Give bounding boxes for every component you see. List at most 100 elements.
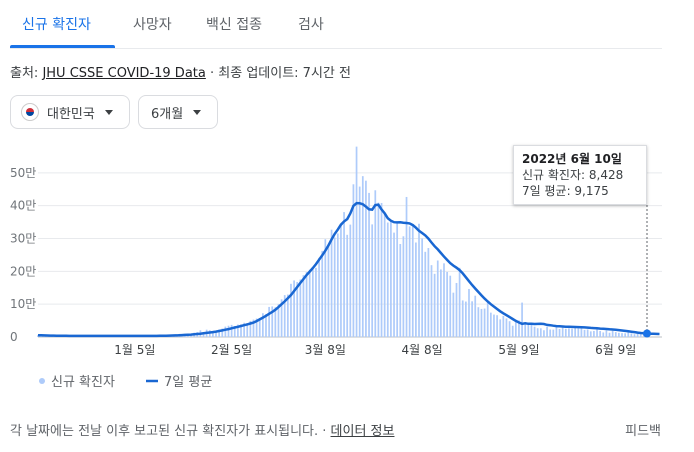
case-bar bbox=[405, 196, 408, 337]
case-bar bbox=[386, 222, 389, 337]
case-bar bbox=[493, 314, 495, 337]
case-bar bbox=[614, 332, 617, 337]
cases-chart[interactable]: 0 10만 20만 30만 40만 50만 1월 5일 2월 5일 3월 8일 4월 8일 5월 … bbox=[0, 0, 694, 400]
period-label: 6개월 bbox=[151, 106, 184, 122]
average-line bbox=[37, 201, 660, 338]
case-bar bbox=[511, 325, 514, 337]
case-bar bbox=[602, 332, 605, 337]
region-dropdown[interactable]: 대한민국 bbox=[10, 95, 130, 129]
case-bar bbox=[508, 321, 511, 337]
case-bar bbox=[468, 288, 470, 337]
legend-line-label: 7일 평균 bbox=[164, 375, 212, 390]
case-bar bbox=[340, 224, 342, 337]
case-bar bbox=[621, 333, 623, 337]
case-bar bbox=[321, 250, 324, 337]
last-updated: 최종 업데이트: 7시간 전 bbox=[218, 66, 351, 81]
case-bar bbox=[349, 224, 352, 337]
case-bar bbox=[318, 257, 320, 337]
hover-point bbox=[643, 329, 651, 338]
case-bar bbox=[365, 180, 367, 337]
active-tab-indicator bbox=[10, 45, 115, 48]
case-bar bbox=[418, 223, 420, 337]
case-bar bbox=[330, 229, 333, 337]
case-bar bbox=[527, 322, 530, 337]
case-bar bbox=[212, 330, 214, 337]
case-bar bbox=[293, 280, 295, 337]
case-bar bbox=[427, 248, 430, 337]
case-bar bbox=[280, 299, 283, 337]
case-bar bbox=[402, 236, 405, 337]
case-bar bbox=[262, 313, 264, 337]
case-bar bbox=[611, 330, 614, 337]
case-bar bbox=[446, 271, 448, 337]
case-bar bbox=[574, 327, 577, 337]
case-bar bbox=[552, 329, 555, 337]
case-bar bbox=[215, 331, 217, 337]
case-bar bbox=[589, 331, 592, 337]
case-bar bbox=[324, 239, 327, 337]
case-bar bbox=[377, 202, 380, 337]
case-bar bbox=[343, 212, 345, 337]
x-tick-label: 6월 9일 bbox=[595, 343, 636, 357]
case-bar bbox=[471, 301, 473, 337]
case-bar bbox=[268, 306, 270, 337]
y-tick-label: 40만 bbox=[10, 199, 36, 213]
case-bar bbox=[415, 242, 417, 337]
case-bar bbox=[580, 328, 583, 337]
case-bar bbox=[458, 267, 461, 337]
tab-new-cases[interactable]: 신규 확진자 bbox=[22, 17, 91, 33]
tab-bar: 신규 확진자 사망자 백신 접종 검사 bbox=[10, 0, 662, 49]
source-separator: · bbox=[205, 66, 219, 81]
case-bar bbox=[505, 318, 508, 337]
x-tick-label: 1월 5일 bbox=[114, 343, 155, 357]
tab-deaths[interactable]: 사망자 bbox=[133, 17, 172, 33]
case-bar bbox=[336, 233, 339, 337]
tab-vaccinations[interactable]: 백신 접종 bbox=[206, 17, 262, 33]
case-bar bbox=[374, 190, 377, 337]
tooltip-average: 7일 평균: 9,175 bbox=[522, 184, 609, 198]
case-bar bbox=[311, 267, 314, 337]
case-bar bbox=[246, 323, 249, 337]
case-bar bbox=[258, 317, 261, 337]
case-bar bbox=[333, 237, 336, 337]
footer-separator: · bbox=[318, 424, 331, 439]
case-bar bbox=[299, 279, 302, 337]
case-bar bbox=[549, 329, 552, 337]
chevron-down-icon bbox=[104, 109, 113, 115]
case-bar bbox=[599, 330, 602, 337]
case-bar bbox=[496, 315, 498, 337]
legend: 신규 확진자 7일 평균 bbox=[39, 375, 212, 390]
case-bar bbox=[221, 328, 224, 337]
data-info-link[interactable]: 데이터 정보 bbox=[330, 424, 395, 439]
case-bar bbox=[627, 332, 630, 337]
case-bar bbox=[555, 325, 558, 337]
source-link[interactable]: JHU CSSE COVID-19 Data bbox=[42, 66, 206, 81]
case-bar bbox=[499, 319, 502, 337]
case-bar bbox=[252, 319, 255, 337]
case-bar bbox=[240, 324, 242, 337]
case-bar bbox=[346, 234, 349, 337]
tab-tests[interactable]: 검사 bbox=[298, 17, 324, 33]
case-bar bbox=[583, 329, 586, 337]
case-bar bbox=[436, 260, 439, 337]
case-bar bbox=[265, 314, 267, 337]
case-bar bbox=[327, 244, 330, 337]
chevron-down-icon bbox=[193, 109, 202, 115]
case-bar bbox=[224, 326, 227, 337]
case-bar bbox=[593, 330, 595, 337]
case-bar bbox=[624, 333, 626, 337]
case-bar bbox=[477, 307, 480, 337]
case-bar bbox=[424, 251, 427, 337]
case-bar bbox=[474, 295, 477, 337]
feedback-link[interactable]: 피드백 bbox=[625, 424, 661, 439]
case-bar bbox=[315, 267, 317, 337]
x-tick-label: 5월 9일 bbox=[498, 343, 539, 357]
case-bar bbox=[636, 333, 639, 337]
case-bar bbox=[249, 320, 252, 337]
case-bar bbox=[286, 294, 289, 337]
case-bar bbox=[605, 330, 608, 337]
case-bar bbox=[352, 184, 355, 337]
case-bar bbox=[558, 328, 561, 337]
period-dropdown[interactable]: 6개월 bbox=[138, 95, 218, 129]
case-bar bbox=[237, 324, 239, 337]
